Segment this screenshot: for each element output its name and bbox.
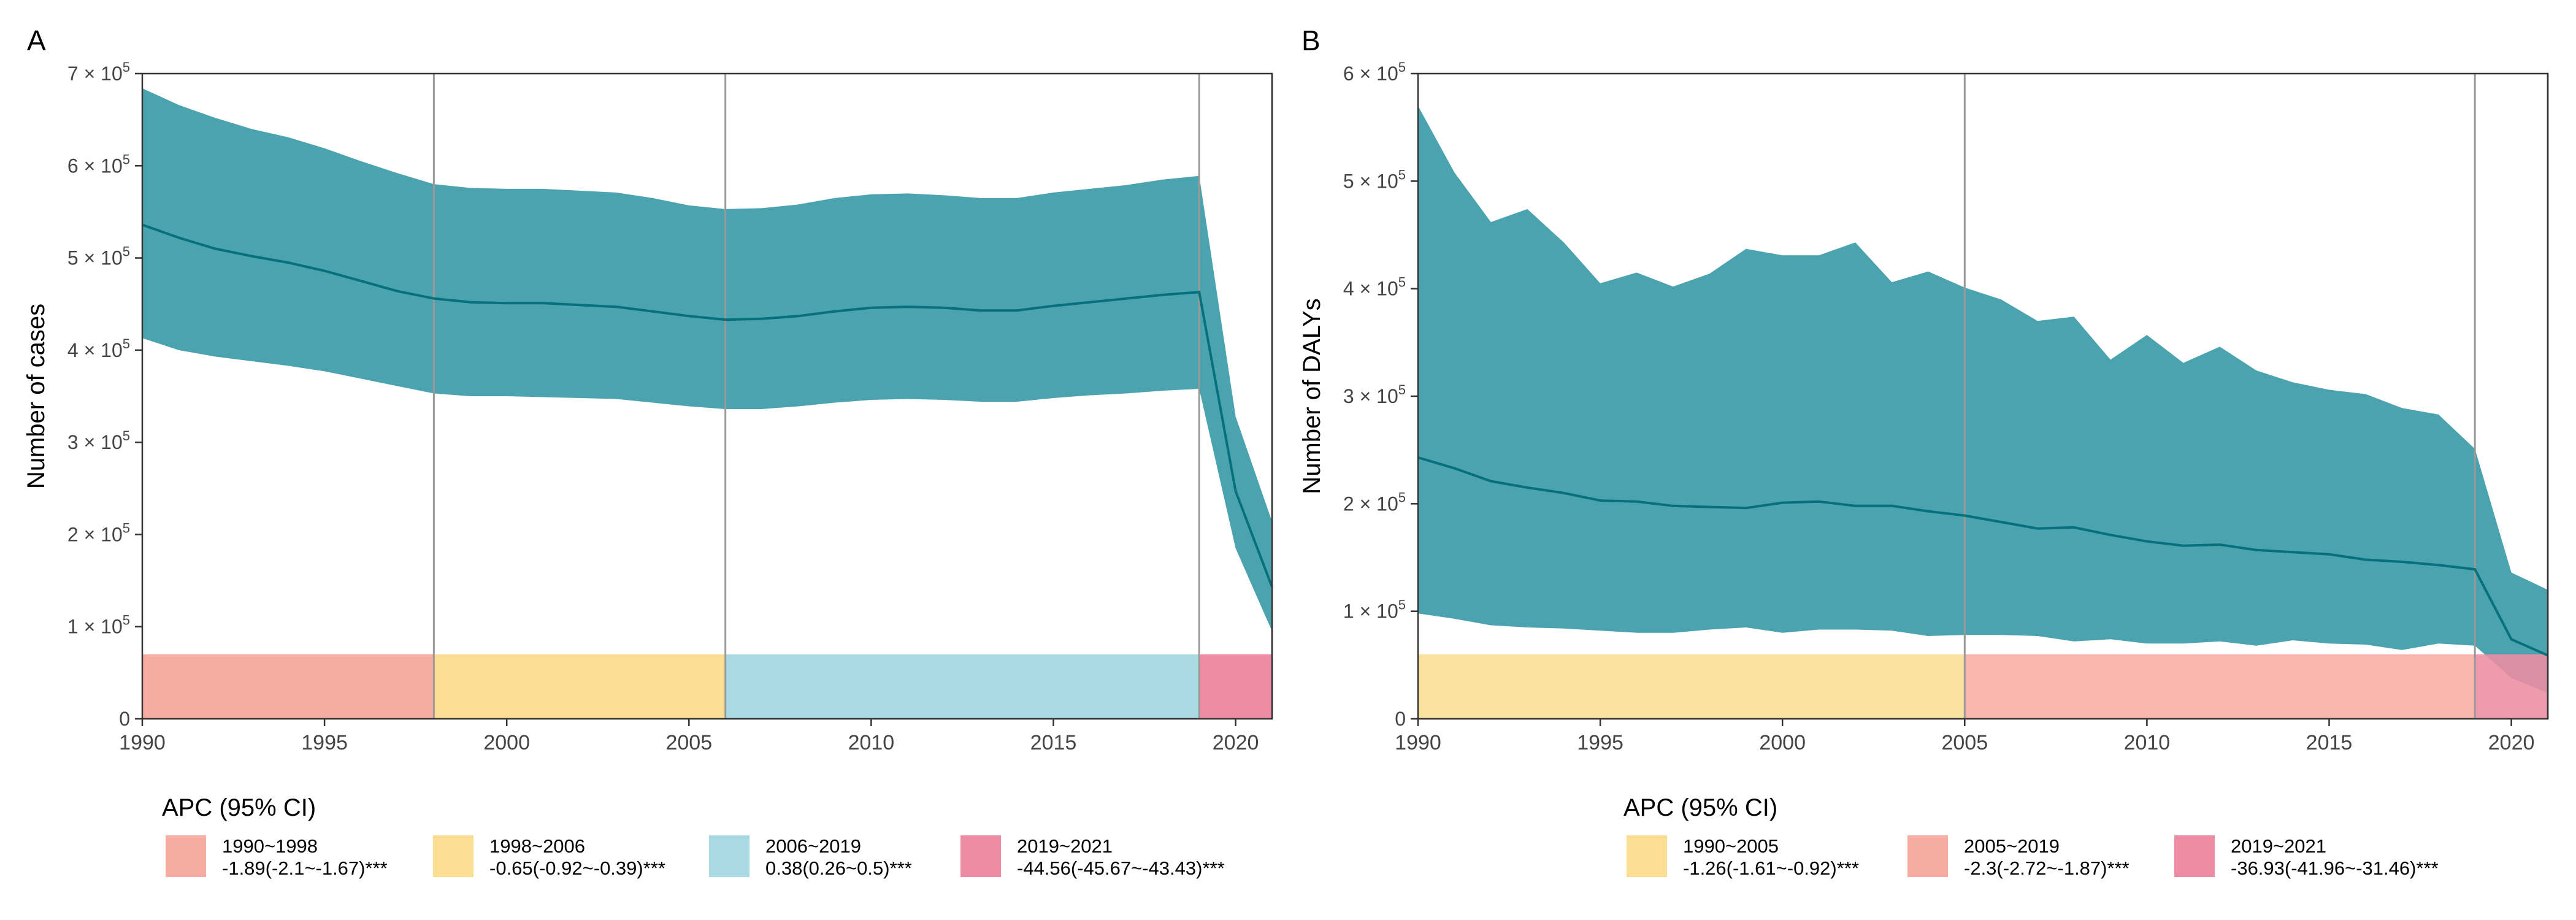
y-axis-label: Number of DALYs xyxy=(1298,298,1325,494)
confidence-band xyxy=(142,88,1272,632)
apc-strip-1990~1998 xyxy=(142,654,434,719)
legend-period: 2019~2021 xyxy=(1017,835,1113,857)
x-tick-label: 2015 xyxy=(1030,731,1077,754)
x-tick-label: 1990 xyxy=(119,731,166,754)
apc-strip-2019~2021 xyxy=(2475,654,2548,719)
legend-swatch xyxy=(433,835,473,877)
x-tick-label: 2015 xyxy=(2306,731,2353,754)
apc-strip-2006~2019 xyxy=(725,654,1200,719)
y-tick-label: 5 × 105 xyxy=(67,244,130,269)
x-tick-label: 1990 xyxy=(1395,731,1441,754)
x-tick-label: 2005 xyxy=(1941,731,1988,754)
legend-apc: -2.3(-2.72~-1.87)*** xyxy=(1964,857,2129,879)
legend-swatch xyxy=(166,835,206,877)
legend-period: 2005~2019 xyxy=(1964,835,2060,857)
x-tick-label: 1995 xyxy=(301,731,348,754)
legend-swatch xyxy=(1627,835,1667,877)
x-tick-label: 2000 xyxy=(483,731,530,754)
legend-swatch xyxy=(2174,835,2215,877)
x-tick-label: 1995 xyxy=(1577,731,1623,754)
legend-swatch xyxy=(960,835,1001,877)
y-axis-label: Number of cases xyxy=(23,304,50,489)
apc-strip-2005~2019 xyxy=(1965,654,2475,719)
legend-period: 1990~2005 xyxy=(1683,835,1779,857)
y-tick-label: 2 × 105 xyxy=(1343,489,1406,515)
y-tick-label: 7 × 105 xyxy=(67,59,130,85)
apc-strip-2019~2021 xyxy=(1199,654,1272,719)
y-tick-label: 6 × 105 xyxy=(1343,59,1406,85)
y-tick-label: 6 × 105 xyxy=(67,151,130,177)
panel-a: A 1990 1995 2000 2005 2010 2015 2020 0 1 × 105 2 ×… xyxy=(23,25,1273,879)
y-tick-label: 3 × 105 xyxy=(1343,382,1406,407)
y-tick-label: 1 × 105 xyxy=(67,613,130,638)
y-tick-label: 1 × 105 xyxy=(1343,597,1406,623)
y-tick-label: 5 × 105 xyxy=(1343,167,1406,192)
panel-label: A xyxy=(27,25,46,56)
y-tick-label: 4 × 105 xyxy=(1343,275,1406,300)
legend-period: 1998~2006 xyxy=(489,835,585,857)
panel-b: B 1990 1995 2000 2005 2010 2015 2020 0 1 × 105 2 ×… xyxy=(1298,25,2549,879)
legend-swatch xyxy=(1907,835,1948,877)
confidence-band xyxy=(1418,105,2548,693)
x-tick-label: 2010 xyxy=(2124,731,2171,754)
legend-period: 2019~2021 xyxy=(2231,835,2326,857)
x-tick-label: 2005 xyxy=(665,731,712,754)
y-tick-label: 0 xyxy=(119,708,130,730)
estimate-line xyxy=(142,223,1273,588)
x-tick-label: 2000 xyxy=(1759,731,1806,754)
y-tick-label: 3 × 105 xyxy=(67,428,130,453)
apc-strips xyxy=(1418,654,2548,719)
legend-apc: -36.93(-41.96~-31.46)*** xyxy=(2231,857,2439,879)
legend-title: APC (95% CI) xyxy=(162,794,316,821)
apc-strips xyxy=(142,654,1272,719)
legend-swatch xyxy=(709,835,749,877)
legend-apc: -1.89(-2.1~-1.67)*** xyxy=(222,857,388,879)
apc-strip-1998~2006 xyxy=(434,654,726,719)
estimate-line xyxy=(1417,456,2548,657)
legend-apc: -1.26(-1.61~-0.92)*** xyxy=(1683,857,1859,879)
legend-period: 1990~1998 xyxy=(222,835,318,857)
y-tick-label: 0 xyxy=(1395,708,1406,730)
plot-frame xyxy=(141,72,1273,720)
apc-strip-1990~2005 xyxy=(1418,654,1965,719)
legend-apc: -44.56(-45.67~-43.43)*** xyxy=(1017,857,1225,879)
panel-label: B xyxy=(1301,25,1321,56)
x-tick-label: 2020 xyxy=(2488,731,2535,754)
y-tick-label: 4 × 105 xyxy=(67,336,130,361)
x-tick-label: 2020 xyxy=(1213,731,1259,754)
y-tick-label: 2 × 105 xyxy=(67,520,130,545)
legend-title: APC (95% CI) xyxy=(1623,794,1777,821)
x-tick-label: 2010 xyxy=(848,731,895,754)
legend-apc: 0.38(0.26~0.5)*** xyxy=(765,857,912,879)
legend-period: 2006~2019 xyxy=(765,835,861,857)
legend-apc: -0.65(-0.92~-0.39)*** xyxy=(489,857,665,879)
